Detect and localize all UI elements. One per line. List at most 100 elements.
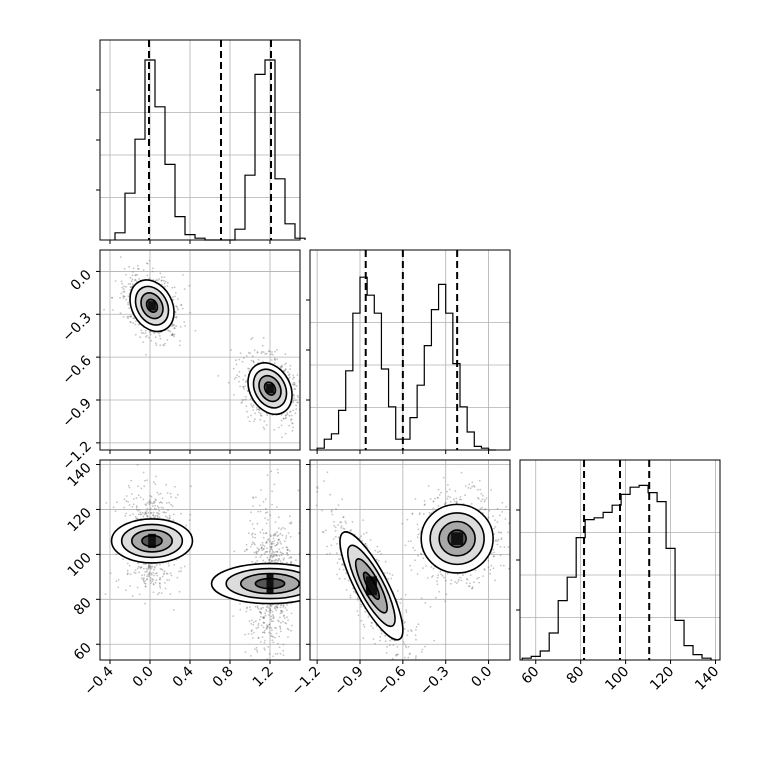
sample-point [435,596,437,599]
sample-point [114,510,117,512]
sample-point [388,572,391,575]
sample-point [250,630,253,633]
sample-point [109,572,112,575]
sample-point [140,566,143,569]
sample-point [264,614,267,617]
sample-point [146,578,149,580]
sample-point [471,587,474,590]
sample-point [508,522,510,525]
sample-point [127,301,129,304]
sample-point [266,550,268,553]
sample-point [135,280,138,283]
sample-point [273,540,276,542]
sample-point [282,417,285,420]
density-core [365,576,377,596]
sample-point [321,530,324,533]
sample-point [396,646,399,648]
sample-point [266,625,269,628]
sample-point [455,500,458,503]
sample-point [271,490,273,493]
sample-point [149,566,151,569]
sample-point [473,485,476,488]
sample-point [155,279,158,281]
sample-point [152,267,154,270]
sample-point [280,554,283,557]
contour-line [429,512,485,566]
sample-point [286,627,289,630]
sample-point [480,500,482,502]
sample-point [277,539,280,541]
sample-point [277,516,280,519]
sample-point [173,333,176,336]
sample-point [242,386,245,389]
sample-point [262,548,265,551]
sample-point [268,540,271,543]
sample-point [175,325,178,327]
sample-point [268,550,271,553]
sample-point [251,543,254,546]
sample-point [163,573,165,576]
sample-point [280,528,283,531]
sample-point [277,534,280,536]
sample-point [272,555,275,558]
sample-point [172,298,175,301]
sample-point [163,344,166,347]
sample-point [479,488,482,491]
sample-point [259,510,262,513]
sample-point [274,626,276,629]
sample-point [391,574,394,576]
sample-point [274,359,276,361]
sample-point [270,543,273,546]
sample-point [257,636,260,639]
sample-point [274,607,277,610]
sample-point [271,353,274,356]
sample-point [465,578,468,580]
sample-point [286,412,289,414]
sample-point [290,612,293,615]
sample-point [274,544,277,547]
sample-point [143,581,145,583]
sample-point [260,611,262,614]
sample-point [154,516,156,519]
sample-point [137,323,140,326]
sample-point [268,559,271,562]
sample-point [471,587,473,590]
sample-point [260,489,262,491]
sample-point [411,512,414,515]
sample-point [505,505,508,508]
sample-point [316,490,319,493]
sample-point [283,540,286,543]
sample-point [447,495,450,498]
sample-point [254,648,256,650]
sample-point [414,634,417,637]
sample-point [330,544,333,547]
sample-point [251,533,253,536]
sample-point [409,564,411,567]
sample-point [149,507,152,510]
sample-point [499,531,502,534]
sample-point [285,535,288,537]
sample-point [267,606,270,609]
sample-point [428,511,431,514]
sample-point [278,646,281,649]
sample-point [115,553,117,555]
sample-point [283,614,286,617]
sample-point [137,509,139,512]
sample-point [500,538,503,541]
sample-point [338,558,340,560]
sample-point [255,406,258,409]
sample-point [364,542,367,545]
sample-point [417,528,420,531]
sample-point [129,286,132,289]
sample-point [414,498,417,500]
sample-point [282,603,285,606]
sample-point [249,519,252,522]
sample-point [261,549,264,551]
sample-point [265,628,268,630]
sample-point [504,518,507,520]
sample-point [132,317,135,319]
sample-point [163,511,166,514]
sample-point [275,609,278,612]
sample-point [474,569,477,572]
sample-point [149,499,152,501]
